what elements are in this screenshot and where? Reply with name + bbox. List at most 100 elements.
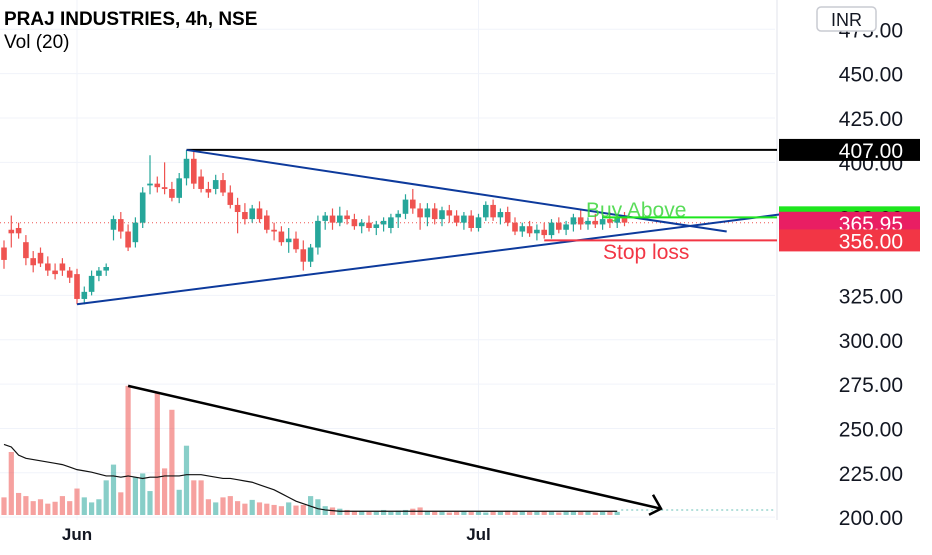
candle-body[interactable] (337, 215, 343, 223)
candle-body[interactable] (212, 180, 219, 189)
candle-body[interactable] (614, 217, 620, 223)
candle-body[interactable] (388, 217, 394, 228)
candle-body[interactable] (23, 242, 29, 259)
candle-body[interactable] (358, 222, 365, 227)
candle-body[interactable] (59, 263, 66, 271)
volume-bar (607, 511, 613, 515)
candle-body[interactable] (242, 212, 248, 220)
candle-body[interactable] (366, 222, 372, 228)
candle-body[interactable] (541, 229, 547, 236)
candle-body[interactable] (234, 204, 241, 213)
candle-body[interactable] (169, 188, 175, 198)
candle-body[interactable] (526, 226, 533, 234)
candle-body[interactable] (563, 224, 569, 230)
candle-body[interactable] (191, 158, 197, 184)
candle-body[interactable] (154, 183, 161, 188)
candle-body[interactable] (227, 192, 234, 205)
candle-body[interactable] (446, 210, 453, 216)
candle-body[interactable] (1, 247, 7, 260)
candle-body[interactable] (147, 183, 153, 186)
volume-indicator-label[interactable]: Vol (20) (4, 32, 69, 53)
candle-body[interactable] (504, 212, 511, 223)
candle-body[interactable] (585, 220, 591, 225)
candle-body[interactable] (161, 187, 168, 189)
candle-body[interactable] (205, 188, 212, 193)
candle-body[interactable] (497, 212, 504, 218)
currency-button[interactable]: INR (816, 6, 877, 32)
candle-body[interactable] (475, 217, 482, 228)
candle-body[interactable] (132, 222, 139, 243)
candle-body[interactable] (103, 267, 109, 271)
volume-bar (483, 512, 489, 515)
candle-body[interactable] (183, 158, 190, 179)
volume-bar (395, 510, 401, 515)
candle-body[interactable] (592, 220, 599, 225)
volume-bar (271, 504, 277, 515)
candle-body[interactable] (52, 270, 58, 275)
candle-body[interactable] (264, 215, 270, 230)
candle-body[interactable] (556, 222, 562, 230)
candle-body[interactable] (307, 247, 314, 262)
y-tick-label: 425.00 (839, 108, 903, 131)
candle-body[interactable] (519, 226, 526, 232)
candle-body[interactable] (402, 199, 409, 214)
candle-body[interactable] (66, 270, 73, 278)
candle-body[interactable] (322, 215, 328, 221)
candle-body[interactable] (15, 227, 22, 234)
volume-trend-arrow[interactable] (127, 384, 662, 510)
x-axis-label: Jun (62, 525, 92, 544)
candle-body[interactable] (96, 270, 102, 276)
candle-body[interactable] (300, 249, 307, 262)
candle-body[interactable] (125, 231, 131, 248)
price-axis[interactable]: 475.00450.00425.00400.00325.00300.00275.… (839, 19, 903, 530)
candle-body[interactable] (439, 210, 445, 220)
candle-body[interactable] (431, 208, 438, 220)
candle-body[interactable] (88, 275, 95, 292)
candle-body[interactable] (570, 217, 577, 225)
candle-body[interactable] (81, 291, 88, 299)
candle-body[interactable] (74, 274, 80, 299)
candle-body[interactable] (410, 199, 416, 209)
candle-body[interactable] (293, 238, 299, 250)
candle-body[interactable] (490, 204, 496, 218)
candle-body[interactable] (329, 215, 336, 223)
candle-body[interactable] (395, 213, 401, 218)
candle-body[interactable] (599, 219, 606, 225)
candle-body[interactable] (373, 224, 380, 228)
candle-body[interactable] (461, 215, 467, 223)
candle-body[interactable] (424, 208, 431, 218)
candle-body[interactable] (45, 263, 51, 271)
candle-body[interactable] (118, 219, 124, 232)
candle-body[interactable] (380, 220, 387, 225)
candle-body[interactable] (30, 258, 36, 266)
candle-body[interactable] (37, 252, 44, 264)
candle-body[interactable] (483, 204, 489, 218)
candle-body[interactable] (417, 208, 423, 218)
candle-body[interactable] (577, 217, 584, 225)
candle-body[interactable] (220, 180, 226, 193)
candle-body[interactable] (198, 176, 204, 189)
candle-body[interactable] (8, 229, 15, 234)
candle-body[interactable] (344, 215, 350, 220)
candle-body[interactable] (534, 229, 540, 234)
candle-body[interactable] (512, 222, 518, 232)
y-tick-label: 450.00 (839, 64, 903, 87)
candle-body[interactable] (621, 217, 628, 223)
candle-body[interactable] (256, 208, 263, 220)
candle-body[interactable] (285, 238, 292, 243)
candle-body[interactable] (139, 192, 146, 223)
candle-body[interactable] (351, 219, 358, 227)
candle-body[interactable] (249, 208, 255, 220)
candle-body[interactable] (468, 215, 474, 228)
volume-bar (315, 499, 321, 515)
candle-body[interactable] (315, 220, 321, 248)
candle-body[interactable] (176, 178, 182, 198)
candle-body[interactable] (110, 219, 117, 230)
candle-body[interactable] (271, 229, 277, 232)
lower-trendline[interactable] (76, 212, 786, 306)
candle-body[interactable] (453, 215, 460, 223)
candle-body[interactable] (548, 222, 555, 236)
candle-body[interactable] (607, 219, 613, 223)
candle-body[interactable] (278, 231, 285, 243)
